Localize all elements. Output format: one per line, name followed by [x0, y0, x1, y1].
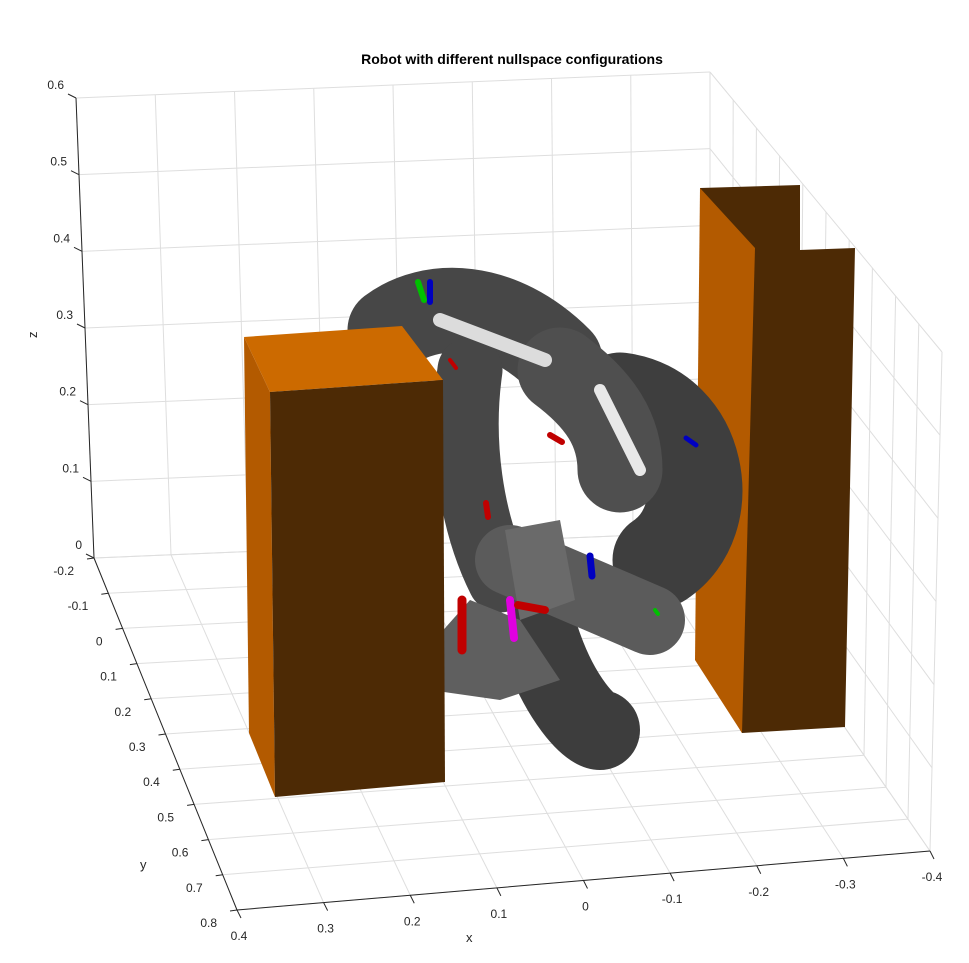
z-tick-label: 0: [75, 538, 82, 552]
frame-x-marker: [514, 601, 549, 614]
z-tick-mark: [85, 553, 95, 559]
robot-highlight: [594, 384, 646, 476]
y-axis-label: y: [140, 857, 147, 872]
axis-labels: x y z: [25, 332, 473, 946]
y-tick-label: -0.2: [53, 564, 74, 578]
left-obstacle-top: [244, 326, 443, 392]
y-tick-mark: [215, 874, 223, 877]
x-axis-label: x: [466, 930, 473, 945]
y-tick-label: 0.3: [129, 740, 146, 754]
robot-base: [500, 600, 640, 770]
y-tick-label: 0.7: [186, 881, 203, 895]
y-tick-mark: [158, 733, 166, 736]
z-tick-label: 0.6: [47, 78, 64, 92]
y-tick-label: 0.1: [100, 670, 117, 684]
z-tick-mark: [70, 170, 80, 176]
y-tick-mark: [172, 768, 180, 771]
y-tick-label: 0.6: [172, 846, 189, 860]
y-tick-mark: [229, 909, 238, 912]
floor-grid-line: [208, 786, 887, 841]
frame-z-marker: [586, 552, 596, 580]
x-tick-mark: [409, 895, 415, 904]
y-tick-mark: [187, 803, 195, 806]
y-tick-label: 0.8: [200, 916, 217, 930]
z-tick-mark: [82, 476, 92, 482]
x-tick-label: 0.3: [317, 922, 334, 936]
y-tick-label: 0.4: [143, 775, 160, 789]
back-wall-grid-line: [75, 71, 711, 99]
back-wall-grid-line: [81, 224, 711, 252]
y-tick-mark: [86, 557, 95, 560]
left-obstacle-front: [244, 337, 275, 797]
x-tick-label: 0.1: [491, 907, 508, 921]
x-tick-mark: [236, 909, 242, 919]
x-tick-label: 0.4: [231, 929, 248, 943]
y-tick-mark: [144, 698, 152, 701]
axes-box: [67, 93, 935, 919]
tick-labels: 0.4 0.3 0.2 0.1 0 -0.1 -0.2 -0.3 -0.4 -0.2 -0.1 0 0.…: [47, 78, 942, 943]
z-tick-mark: [67, 93, 77, 99]
y-tick-label: 0.2: [115, 705, 132, 719]
frame-y-marker: [653, 608, 660, 616]
frame-x-marker: [483, 500, 491, 520]
y-tick-label: 0.5: [157, 810, 174, 824]
x-tick-mark: [756, 865, 762, 874]
z-tick-label: 0.2: [59, 385, 76, 399]
z-axis-label: z: [25, 332, 40, 339]
robot-link-elbow: [517, 327, 663, 513]
x-tick-mark: [929, 850, 935, 860]
y-tick-mark: [201, 839, 209, 842]
y-tick-label: 0: [96, 634, 103, 648]
robot-highlight: [433, 313, 552, 367]
plot-title: Robot with different nullspace configura…: [361, 51, 663, 67]
floor-grid-line: [194, 754, 865, 805]
x-tick-label: 0.2: [404, 914, 421, 928]
x-tick-mark: [583, 880, 588, 889]
z-tick-mark: [76, 323, 86, 329]
x-tick-label: -0.1: [662, 892, 683, 906]
z-tick-label: 0.5: [50, 155, 67, 169]
side-wall-grid-line: [709, 71, 943, 353]
x-tick-label: -0.3: [835, 877, 856, 891]
z-tick-label: 0.1: [62, 461, 79, 475]
frame-x-marker: [448, 358, 458, 370]
x-tick-mark: [323, 902, 329, 911]
y-tick-label: -0.1: [68, 599, 89, 613]
x-tick-label: -0.2: [748, 885, 769, 899]
y-tick-mark: [129, 663, 137, 666]
frame-z-marker: [683, 435, 699, 448]
x-tick-mark: [669, 872, 675, 882]
robot-wrist-block: [505, 520, 575, 620]
frame-x-marker: [547, 432, 565, 445]
frame-y-marker: [415, 279, 427, 303]
floor-grid-line: [222, 818, 909, 876]
z-tick-label: 0.3: [56, 308, 73, 322]
robot-scene: [244, 185, 855, 797]
z-tick-label: 0.4: [53, 231, 70, 245]
y-tick-mark: [115, 627, 123, 630]
y-tick-mark: [101, 592, 109, 595]
x-tick-mark: [842, 858, 848, 867]
z-tick-mark: [73, 246, 83, 252]
z-tick-mark: [79, 400, 89, 406]
left-obstacle-side: [270, 380, 445, 797]
x-tick-mark: [496, 887, 502, 897]
x-tick-label: -0.4: [922, 870, 943, 884]
x-tick-label: 0: [582, 900, 589, 914]
robot-arm: [347, 267, 743, 770]
back-wall-grid-line: [78, 148, 711, 176]
end-effector-marker: [506, 596, 518, 642]
